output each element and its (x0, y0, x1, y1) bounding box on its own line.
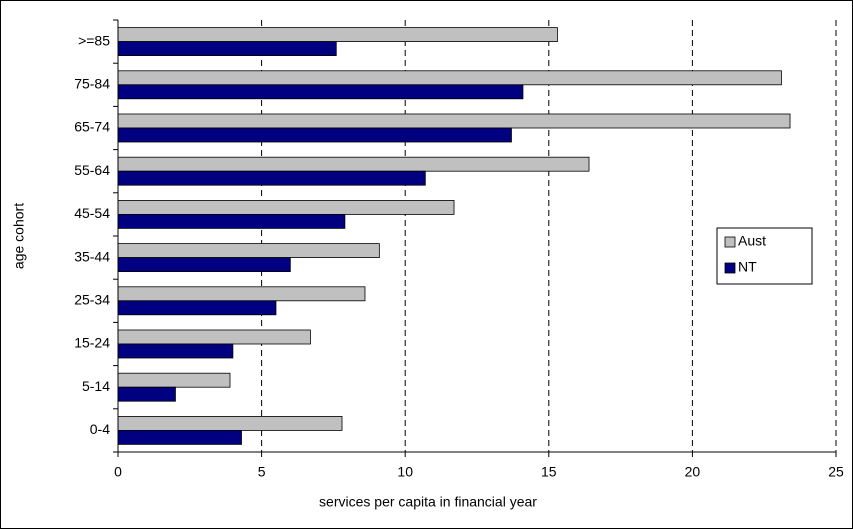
bar (117, 243, 380, 259)
y-tick-label: 25-34 (74, 292, 110, 308)
bar (117, 199, 455, 215)
y-tick-label: 35-44 (74, 248, 110, 264)
bar (117, 70, 782, 86)
bar (117, 127, 512, 143)
x-tick-label: 25 (828, 464, 844, 480)
y-tick-label: 65-74 (74, 119, 110, 135)
bar (117, 286, 366, 302)
bar (117, 27, 558, 43)
y-tick-label: 45-54 (74, 205, 110, 221)
x-axis-label: services per capita in financial year (319, 494, 537, 510)
bar (117, 41, 337, 56)
bar (117, 213, 346, 229)
y-tick-label: 55-64 (74, 162, 110, 178)
x-tick-label: 0 (114, 464, 122, 480)
bar (117, 170, 426, 186)
bar (117, 372, 231, 388)
y-tick-label: 5-14 (82, 378, 110, 394)
legend-swatch (724, 262, 736, 274)
y-tick-label: 75-84 (74, 76, 110, 92)
bar (117, 113, 791, 129)
legend-label: NT (738, 259, 757, 275)
y-axis-label: age cohort (11, 203, 27, 269)
x-tick-label: 15 (541, 464, 557, 480)
y-tick-label: 15-24 (74, 335, 110, 351)
x-tick-label: 20 (685, 464, 701, 480)
bar (117, 386, 176, 402)
bar (117, 257, 291, 273)
bar (117, 329, 311, 345)
y-tick-label: >=85 (78, 32, 110, 48)
x-tick-label: 10 (397, 464, 413, 480)
legend-swatch (724, 236, 736, 248)
bar (117, 415, 343, 431)
bar (117, 300, 277, 316)
x-tick-label: 5 (258, 464, 266, 480)
bar (117, 429, 242, 445)
bar (117, 84, 524, 100)
bar (117, 343, 234, 359)
legend-label: Aust (738, 233, 766, 249)
y-tick-label: 0-4 (90, 421, 110, 437)
bar (117, 156, 590, 172)
